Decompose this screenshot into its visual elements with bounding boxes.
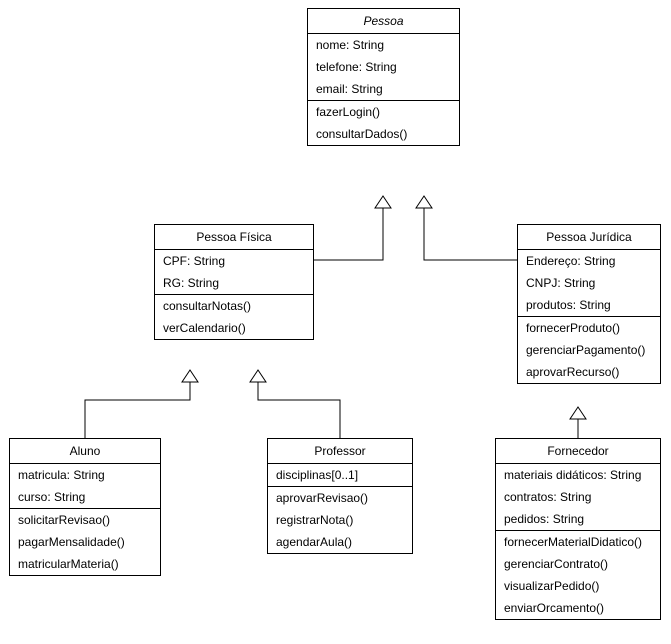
edge-line bbox=[85, 370, 190, 438]
generalization-arrow-icon bbox=[182, 370, 198, 382]
class-pessoa-juridica: Pessoa Jurídica Endereço: String CNPJ: S… bbox=[517, 224, 661, 384]
attribute: materiais didáticos: String bbox=[496, 464, 660, 486]
class-aluno: Aluno matricula: String curso: String so… bbox=[9, 438, 161, 576]
class-pessoa: Pessoa nome: String telefone: String ema… bbox=[307, 8, 460, 146]
method: gerenciarPagamento() bbox=[518, 339, 660, 361]
methods-section: aprovarRevisao() registrarNota() agendar… bbox=[268, 487, 412, 553]
attribute: curso: String bbox=[10, 486, 160, 508]
edge-line bbox=[424, 196, 517, 260]
attribute: Endereço: String bbox=[518, 250, 660, 272]
attributes-section: materiais didáticos: String contratos: S… bbox=[496, 464, 660, 531]
attribute: nome: String bbox=[308, 34, 459, 56]
edge-line bbox=[314, 196, 383, 260]
attribute: CPF: String bbox=[155, 250, 313, 272]
class-title: Fornecedor bbox=[496, 439, 660, 464]
attribute: matricula: String bbox=[10, 464, 160, 486]
method: enviarOrcamento() bbox=[496, 597, 660, 619]
attribute: produtos: String bbox=[518, 294, 660, 316]
method: agendarAula() bbox=[268, 531, 412, 553]
generalization-arrow-icon bbox=[375, 196, 391, 208]
class-title: Aluno bbox=[10, 439, 160, 464]
attributes-section: CPF: String RG: String bbox=[155, 250, 313, 295]
attribute: pedidos: String bbox=[496, 508, 660, 530]
class-fornecedor: Fornecedor materiais didáticos: String c… bbox=[495, 438, 661, 620]
method: visualizarPedido() bbox=[496, 575, 660, 597]
generalization-arrow-icon bbox=[250, 370, 266, 382]
class-professor: Professor disciplinas[0..1] aprovarRevis… bbox=[267, 438, 413, 554]
generalization-arrow-icon bbox=[416, 196, 432, 208]
class-title: Professor bbox=[268, 439, 412, 464]
method: fazerLogin() bbox=[308, 101, 459, 123]
attribute: RG: String bbox=[155, 272, 313, 294]
attributes-section: matricula: String curso: String bbox=[10, 464, 160, 509]
method: fornecerProduto() bbox=[518, 317, 660, 339]
method: fornecerMaterialDidatico() bbox=[496, 531, 660, 553]
method: consultarDados() bbox=[308, 123, 459, 145]
methods-section: fornecerMaterialDidatico() gerenciarCont… bbox=[496, 531, 660, 619]
methods-section: fornecerProduto() gerenciarPagamento() a… bbox=[518, 317, 660, 383]
attributes-section: Endereço: String CNPJ: String produtos: … bbox=[518, 250, 660, 317]
attribute: telefone: String bbox=[308, 56, 459, 78]
method: aprovarRevisao() bbox=[268, 487, 412, 509]
method: gerenciarContrato() bbox=[496, 553, 660, 575]
method: verCalendario() bbox=[155, 317, 313, 339]
edge-line bbox=[258, 370, 340, 438]
methods-section: consultarNotas() verCalendario() bbox=[155, 295, 313, 339]
class-pessoa-fisica: Pessoa Física CPF: String RG: String con… bbox=[154, 224, 314, 340]
methods-section: fazerLogin() consultarDados() bbox=[308, 101, 459, 145]
attribute: email: String bbox=[308, 78, 459, 100]
method: pagarMensalidade() bbox=[10, 531, 160, 553]
method: matricularMateria() bbox=[10, 553, 160, 575]
method: solicitarRevisao() bbox=[10, 509, 160, 531]
attributes-section: nome: String telefone: String email: Str… bbox=[308, 34, 459, 101]
attribute: contratos: String bbox=[496, 486, 660, 508]
attributes-section: disciplinas[0..1] bbox=[268, 464, 412, 487]
method: aprovarRecurso() bbox=[518, 361, 660, 383]
methods-section: solicitarRevisao() pagarMensalidade() ma… bbox=[10, 509, 160, 575]
method: consultarNotas() bbox=[155, 295, 313, 317]
class-title: Pessoa bbox=[308, 9, 459, 34]
attribute: CNPJ: String bbox=[518, 272, 660, 294]
attribute: disciplinas[0..1] bbox=[268, 464, 412, 486]
class-title: Pessoa Jurídica bbox=[518, 225, 660, 250]
method: registrarNota() bbox=[268, 509, 412, 531]
generalization-arrow-icon bbox=[570, 407, 586, 419]
class-title: Pessoa Física bbox=[155, 225, 313, 250]
